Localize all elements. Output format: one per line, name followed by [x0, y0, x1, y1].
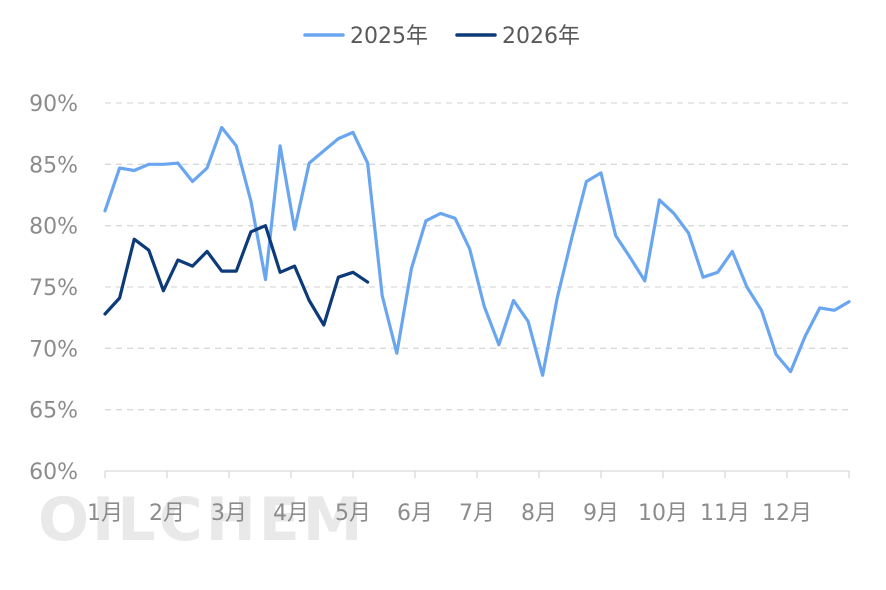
x-tick-label: 10月 [638, 501, 688, 526]
grid [105, 102, 849, 411]
legend-label-2: 2026年 [502, 24, 580, 49]
y-axis: 60% 65% 70% 75% 80% 85% 90% [29, 92, 78, 485]
x-tick-label: 2月 [149, 501, 185, 526]
x-tick-label: 6月 [397, 501, 433, 526]
x-tick-label: 3月 [211, 501, 247, 526]
y-tick-label: 90% [29, 92, 78, 117]
y-tick-label: 60% [29, 460, 78, 485]
y-tick-label: 70% [29, 337, 78, 362]
x-tick-label: 5月 [335, 501, 371, 526]
x-tick-label: 4月 [273, 501, 309, 526]
legend-label-1: 2025年 [350, 24, 428, 49]
series-line-1 [103, 125, 851, 377]
x-tick-label: 12月 [762, 501, 812, 526]
x-tick-label: 8月 [521, 501, 557, 526]
watermark: OILCHEM [38, 485, 366, 555]
x-tick-label: 1月 [87, 501, 123, 526]
legend: 2025年 2026年 [303, 24, 580, 49]
series-line-2 [103, 224, 370, 327]
y-tick-label: 85% [29, 153, 78, 178]
y-tick-label: 65% [29, 399, 78, 424]
x-axis-labels: 1月 2月 3月 4月 5月 6月 7月 8月 9月 10月 11月 12月 [87, 501, 812, 526]
series [103, 125, 851, 377]
y-tick-label: 75% [29, 276, 78, 301]
y-tick-label: 80% [29, 215, 78, 240]
x-tick-label: 11月 [700, 501, 750, 526]
x-tick-label: 7月 [459, 501, 495, 526]
x-tick-label: 9月 [583, 501, 619, 526]
x-axis [104, 470, 850, 478]
